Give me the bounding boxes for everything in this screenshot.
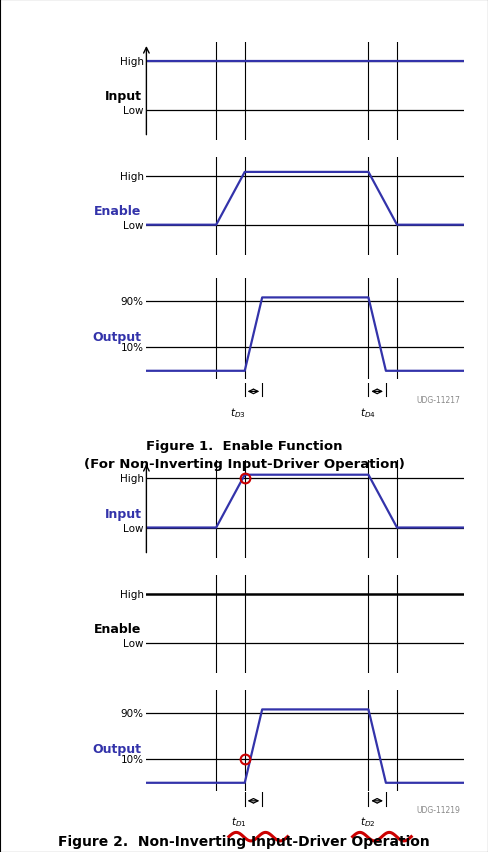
Text: High: High — [120, 589, 144, 599]
Text: Low: Low — [123, 523, 144, 532]
Text: UDG-11217: UDG-11217 — [417, 396, 461, 405]
Text: UDG-11219: UDG-11219 — [417, 805, 461, 814]
Text: Low: Low — [123, 106, 144, 115]
Text: 90%: 90% — [121, 708, 144, 718]
Text: High: High — [120, 56, 144, 66]
Text: Low: Low — [123, 638, 144, 648]
Text: $t_{D3}$: $t_{D3}$ — [230, 406, 245, 419]
Text: Enable: Enable — [94, 205, 142, 218]
Text: $t_{D1}$: $t_{D1}$ — [231, 815, 247, 828]
Text: Output: Output — [93, 331, 142, 343]
Text: Input: Input — [104, 90, 142, 103]
Text: 10%: 10% — [121, 343, 144, 353]
Text: 10%: 10% — [121, 755, 144, 764]
Text: Low: Low — [123, 221, 144, 230]
Text: (For Non-Inverting Input-Driver Operation): (For Non-Inverting Input-Driver Operatio… — [83, 457, 405, 470]
Text: Figure 1.  Enable Function: Figure 1. Enable Function — [146, 439, 342, 452]
Text: Enable: Enable — [94, 623, 142, 636]
Text: $t_{D4}$: $t_{D4}$ — [360, 406, 376, 419]
Text: High: High — [120, 171, 144, 181]
Text: Figure 2.  Non-Inverting Input-Driver Operation: Figure 2. Non-Inverting Input-Driver Ope… — [58, 834, 430, 848]
Text: $t_{D2}$: $t_{D2}$ — [360, 815, 375, 828]
Text: Input: Input — [104, 508, 142, 521]
Text: 90%: 90% — [121, 296, 144, 307]
Text: Output: Output — [93, 742, 142, 755]
Text: High: High — [120, 474, 144, 484]
